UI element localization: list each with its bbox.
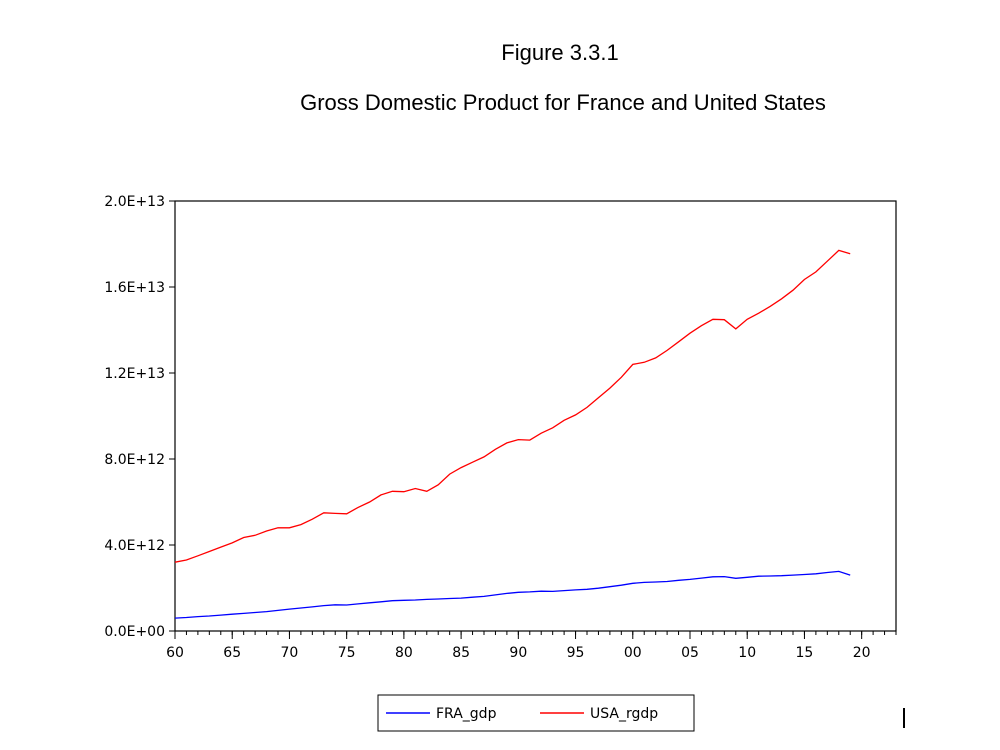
figure-label: Figure 3.3.1 [501, 40, 619, 65]
series-line-fra-gdp [174, 570, 851, 619]
x-tick-label: 05 [681, 645, 699, 661]
y-tick-label: 8.0E+12 [104, 452, 165, 468]
y-axis: 0.0E+00 4.0E+12 8.0E+12 1.2E+13 1.6E+13 2.0E+… [104, 194, 175, 640]
y-tick-label: 1.6E+13 [104, 280, 165, 296]
chart-title: Gross Domestic Product for France and Un… [300, 90, 826, 115]
x-tick-label: 60 [166, 645, 184, 661]
legend-label: FRA_gdp [436, 706, 497, 722]
y-tick-label: 1.2E+13 [104, 366, 165, 382]
x-axis: 60 65 70 75 80 85 90 95 00 05 10 15 20 [166, 631, 897, 661]
x-tick-label: 95 [567, 645, 585, 661]
x-tick-label: 85 [452, 645, 470, 661]
x-tick-label: 65 [223, 645, 241, 661]
x-tick-label: 90 [509, 645, 527, 661]
plot-area-frame [174, 200, 897, 632]
x-tick-label: 00 [624, 645, 642, 661]
y-tick-label: 2.0E+13 [104, 194, 165, 210]
legend-label: USA_rgdp [590, 706, 658, 722]
legend-box [377, 694, 695, 732]
x-tick-label: 10 [738, 645, 756, 661]
x-tick-label: 20 [853, 645, 871, 661]
x-tick-label: 80 [395, 645, 413, 661]
x-tick-label: 70 [281, 645, 299, 661]
x-tick-label: 75 [338, 645, 356, 661]
series-line-usa-rgdp [174, 249, 851, 563]
y-tick-label: 4.0E+12 [104, 538, 165, 554]
x-tick-label: 15 [796, 645, 814, 661]
legend: FRA_gdp USA_rgdp [377, 694, 695, 732]
series-layer [174, 249, 851, 619]
text-cursor-mark [903, 708, 905, 728]
y-tick-label: 0.0E+00 [104, 624, 165, 640]
